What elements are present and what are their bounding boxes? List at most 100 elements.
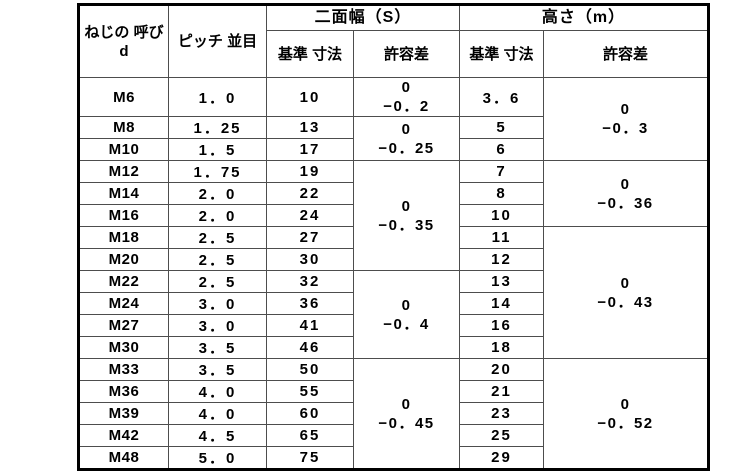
table-row: M6 1．0 10 0 −0．2 3．6 0 −0．3 <box>78 77 710 161</box>
cell-thread-designation: M18 <box>78 226 169 249</box>
cell-h-basic: 11 <box>459 226 544 249</box>
cell-h-basic: 3．6 <box>459 77 544 117</box>
cell-h-basic: 13 <box>459 270 544 293</box>
cell-h-basic: 6 <box>459 138 544 161</box>
cell-pitch: 3．0 <box>168 314 267 337</box>
cell-pitch: 2．5 <box>168 248 267 271</box>
cell-thread-designation: M27 <box>78 314 169 337</box>
cell-pitch: 2．5 <box>168 270 267 293</box>
cell-thread-designation: M20 <box>78 248 169 271</box>
cell-pitch: 3．0 <box>168 292 267 315</box>
table-row: M14 2．0 22 8 <box>78 182 709 205</box>
header-thread-designation: ねじの 呼び d <box>78 4 169 78</box>
cell-thread-designation: M12 <box>78 160 169 183</box>
cell-thread-designation: M10 <box>78 138 169 161</box>
cell-thread-designation: M6 <box>78 77 169 117</box>
cell-h-basic: 25 <box>459 424 544 447</box>
cell-h-tolerance: 0 −0．36 <box>542 160 710 227</box>
cell-s-basic: 30 <box>266 248 354 271</box>
cell-thread-designation: M30 <box>78 336 169 359</box>
cell-s-basic: 13 <box>266 116 354 139</box>
cell-s-basic: 24 <box>266 204 354 227</box>
cell-thread-designation: M14 <box>78 182 169 205</box>
cell-thread-designation: M33 <box>78 358 169 381</box>
cell-s-basic: 41 <box>266 314 354 337</box>
cell-s-tolerance: 0 −0．45 <box>353 358 460 470</box>
cell-thread-designation: M36 <box>78 380 169 403</box>
header-s-tolerance: 許容差 <box>353 30 460 78</box>
cell-s-basic: 55 <box>266 380 354 403</box>
cell-thread-designation: M42 <box>78 424 169 447</box>
cell-thread-designation: M22 <box>78 270 169 293</box>
header-h-basic-dimension: 基準 寸法 <box>459 30 544 78</box>
cell-h-tolerance: 0 −0．3 <box>542 77 710 161</box>
table-row: M8 1．25 13 0 −0．25 5 <box>78 116 709 161</box>
cell-s-basic: 27 <box>266 226 354 249</box>
table-row: M22 2．5 32 0 −0．4 13 <box>78 270 709 359</box>
cell-pitch: 4．0 <box>168 380 267 403</box>
cell-pitch: 1．5 <box>168 138 267 161</box>
spec-table-container: ねじの 呼び d ピッチ 並目 二面幅（S） 高さ（m） 基準 寸法 許容差 基… <box>77 3 711 471</box>
cell-pitch: 1．75 <box>168 160 267 183</box>
table-body: M6 1．0 10 0 −0．2 3．6 0 −0．3 M8 1．25 13 0 −0．25 5 M1… <box>78 77 710 470</box>
cell-s-tolerance: 0 −0．2 <box>353 77 460 117</box>
cell-s-basic: 19 <box>266 160 354 183</box>
table-row: M18 2．5 27 11 0 −0．43 <box>78 226 710 359</box>
cell-h-basic: 21 <box>459 380 544 403</box>
cell-s-tolerance: 0 −0．4 <box>353 270 460 359</box>
table-header: ねじの 呼び d ピッチ 並目 二面幅（S） 高さ（m） 基準 寸法 許容差 基… <box>78 4 710 78</box>
cell-pitch: 2．5 <box>168 226 267 249</box>
cell-thread-designation: M24 <box>78 292 169 315</box>
cell-h-tolerance: 0 −0．52 <box>542 358 710 470</box>
table-row: M33 3．5 50 0 −0．45 20 0 −0．52 <box>78 358 710 470</box>
header-height-group: 高さ（m） <box>458 4 710 31</box>
cell-h-basic: 7 <box>459 160 544 183</box>
table-row: M30 3．5 46 18 <box>78 336 709 359</box>
cell-s-basic: 46 <box>266 336 354 359</box>
cell-h-basic: 8 <box>459 182 544 205</box>
cell-h-basic: 5 <box>459 116 544 139</box>
cell-pitch: 2．0 <box>168 204 267 227</box>
cell-pitch: 1．0 <box>168 77 267 117</box>
table-row: M42 4．5 65 25 <box>78 424 709 447</box>
cell-s-basic: 10 <box>266 77 354 117</box>
cell-h-basic: 20 <box>459 358 544 381</box>
cell-h-basic: 16 <box>459 314 544 337</box>
cell-h-tolerance: 0 −0．43 <box>542 226 710 359</box>
table-row: M39 4．0 60 23 <box>78 402 709 425</box>
cell-h-basic: 18 <box>459 336 544 359</box>
header-s-basic-dimension: 基準 寸法 <box>266 30 354 78</box>
cell-pitch: 1．25 <box>168 116 267 139</box>
cell-pitch: 3．5 <box>168 358 267 381</box>
header-row-sub: 基準 寸法 許容差 基準 寸法 許容差 <box>79 30 710 78</box>
cell-thread-designation: M39 <box>78 402 169 425</box>
cell-h-basic: 14 <box>459 292 544 315</box>
header-h-tolerance: 許容差 <box>542 30 710 78</box>
table-row: M20 2．5 30 12 <box>78 248 709 271</box>
cell-thread-designation: M8 <box>78 116 169 139</box>
cell-pitch: 2．0 <box>168 182 267 205</box>
cell-h-basic: 10 <box>459 204 544 227</box>
cell-s-basic: 32 <box>266 270 354 293</box>
table-row: M27 3．0 41 16 <box>78 314 709 337</box>
cell-h-basic: 12 <box>459 248 544 271</box>
cell-s-basic: 22 <box>266 182 354 205</box>
cell-s-basic: 65 <box>266 424 354 447</box>
table-row: M24 3．0 36 14 <box>78 292 709 315</box>
hex-nut-dimension-table: ねじの 呼び d ピッチ 並目 二面幅（S） 高さ（m） 基準 寸法 許容差 基… <box>77 3 711 471</box>
cell-pitch: 3．5 <box>168 336 267 359</box>
table-row: M10 1．5 17 6 <box>78 138 709 161</box>
cell-s-basic: 36 <box>266 292 354 315</box>
cell-pitch: 4．5 <box>168 424 267 447</box>
cell-s-tolerance: 0 −0．35 <box>353 160 460 271</box>
header-row-group: ねじの 呼び d ピッチ 並目 二面幅（S） 高さ（m） <box>78 4 710 78</box>
cell-thread-designation: M16 <box>78 204 169 227</box>
cell-h-basic: 23 <box>459 402 544 425</box>
header-width-across-flats-group: 二面幅（S） <box>266 4 460 31</box>
cell-pitch: 4．0 <box>168 402 267 425</box>
table-row: M12 1．75 19 0 −0．35 7 0 −0．36 <box>78 160 710 271</box>
cell-s-basic: 17 <box>266 138 354 161</box>
cell-s-basic: 60 <box>266 402 354 425</box>
cell-s-tolerance: 0 −0．25 <box>353 116 460 161</box>
header-pitch: ピッチ 並目 <box>168 4 267 78</box>
